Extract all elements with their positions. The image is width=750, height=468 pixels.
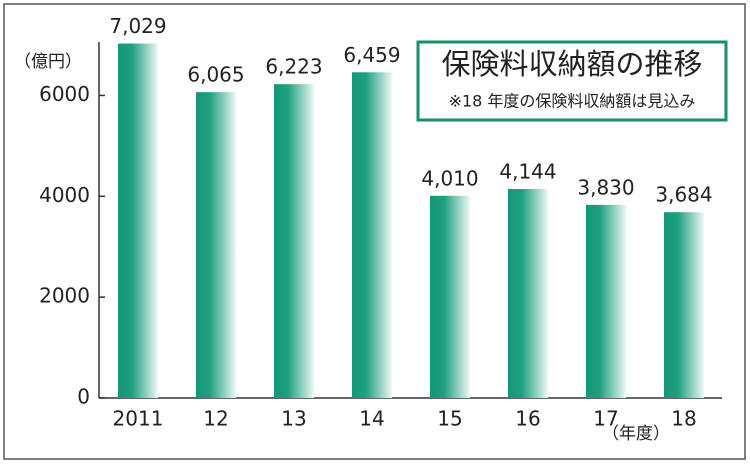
x-tick-label: 17 [593, 407, 618, 431]
x-tick-label: 13 [281, 407, 306, 431]
value-label: 3,684 [655, 183, 712, 207]
bar [274, 84, 314, 399]
y-tick-label: 6000 [39, 82, 90, 106]
bar [118, 43, 158, 399]
bar [196, 92, 236, 399]
value-label: 6,459 [343, 43, 400, 67]
y-unit: （億円） [14, 52, 82, 72]
x-tick-label: 16 [515, 407, 540, 431]
bar [664, 212, 704, 398]
value-label: 4,010 [421, 166, 478, 190]
title-box [416, 40, 728, 122]
bar [430, 195, 470, 398]
value-label: 7,029 [109, 14, 166, 38]
y-tick-label: 4000 [39, 183, 90, 207]
y-tick-label: 2000 [39, 284, 90, 308]
value-label: 6,223 [265, 55, 322, 79]
value-label: 3,830 [577, 175, 634, 199]
frame [3, 3, 746, 460]
x-tick-label: 14 [359, 407, 384, 431]
chart-subtitle: ※18 年度の保険料収納額は見込み [449, 92, 696, 111]
x-tick-label: 15 [437, 407, 462, 431]
chart-title: 保険料収納額の推移 [441, 47, 702, 81]
bar [586, 204, 626, 398]
bar [352, 72, 392, 398]
y-tick-label: 0 [77, 385, 90, 409]
bar [508, 189, 548, 398]
x-tick-label: 12 [203, 407, 228, 431]
x-tick-label: 2011 [113, 407, 164, 431]
value-label: 6,065 [187, 63, 244, 87]
value-label: 4,144 [499, 160, 556, 184]
x-unit: （年度） [602, 424, 670, 444]
x-tick-label: 18 [671, 407, 696, 431]
